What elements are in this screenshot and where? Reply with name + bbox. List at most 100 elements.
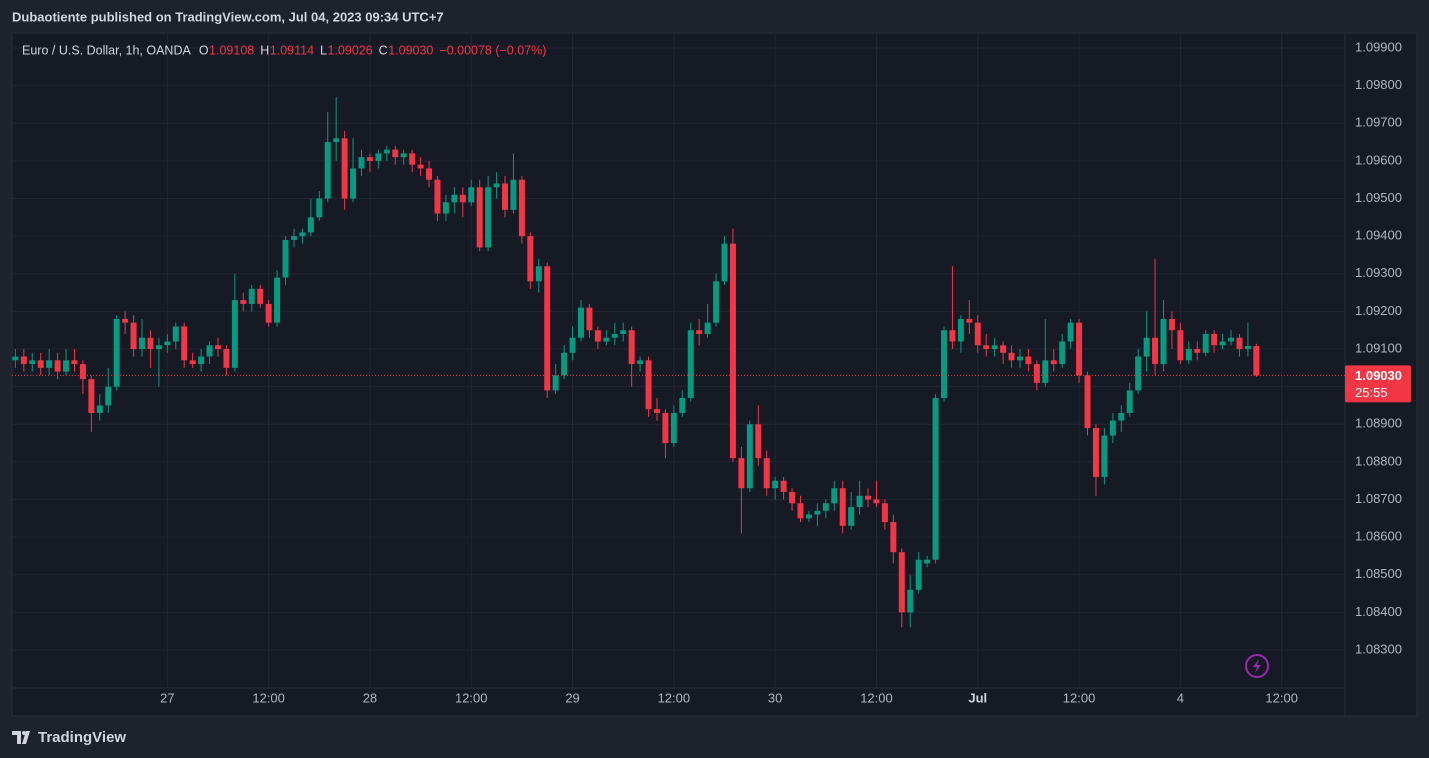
candle-body bbox=[848, 507, 855, 526]
candle-body bbox=[147, 337, 154, 350]
candle-body bbox=[307, 217, 314, 233]
candle-body bbox=[46, 360, 53, 368]
candle-body bbox=[290, 236, 297, 240]
candle-body bbox=[713, 281, 720, 323]
legend: Euro / U.S. Dollar, 1h, OANDA O 1.09108 H 1.… bbox=[22, 43, 546, 57]
candle-body bbox=[426, 168, 433, 180]
candle-body bbox=[907, 589, 914, 613]
y-tick-label: 1.09400 bbox=[1355, 228, 1402, 243]
candle-body bbox=[535, 266, 542, 282]
lightning-icon bbox=[1245, 654, 1269, 678]
candle-body bbox=[1109, 420, 1116, 436]
candle-body bbox=[54, 360, 61, 372]
candle-body bbox=[729, 243, 736, 459]
candle-body bbox=[493, 183, 500, 188]
candle-body bbox=[594, 330, 601, 342]
candle-body bbox=[611, 333, 618, 338]
candle-body bbox=[991, 345, 998, 350]
last-price: 1.09030 bbox=[1355, 368, 1402, 383]
candle-body bbox=[400, 153, 407, 158]
candle-body bbox=[1211, 333, 1218, 346]
candle-body bbox=[214, 345, 221, 350]
legend-low: 1.09026 bbox=[327, 43, 372, 57]
candle-body bbox=[1016, 356, 1023, 361]
x-tick-label: 30 bbox=[768, 690, 782, 705]
candle-body bbox=[392, 149, 399, 158]
candle-body bbox=[805, 514, 812, 519]
candle-body bbox=[696, 330, 703, 334]
candle-body bbox=[898, 552, 905, 613]
candle-body bbox=[831, 488, 838, 504]
candle-body bbox=[510, 179, 517, 210]
legend-high-label: H bbox=[260, 43, 269, 57]
candle-body bbox=[679, 397, 686, 413]
candle-body bbox=[451, 194, 458, 203]
candle-body bbox=[1236, 337, 1243, 350]
candle-body bbox=[772, 480, 779, 489]
candle-body bbox=[240, 300, 247, 304]
candle-body bbox=[113, 318, 120, 387]
candle-body bbox=[265, 303, 272, 323]
candle-body bbox=[941, 330, 948, 398]
candle-body bbox=[1177, 330, 1184, 361]
legend-open: 1.09108 bbox=[209, 43, 254, 57]
candle-body bbox=[586, 307, 593, 331]
candle-body bbox=[223, 349, 230, 368]
candle-body bbox=[763, 458, 770, 489]
candle-body bbox=[915, 559, 922, 590]
candle-body bbox=[1244, 346, 1251, 350]
header: Dubaotiente published on TradingView.com… bbox=[12, 9, 444, 24]
y-tick-label: 1.08400 bbox=[1355, 604, 1402, 619]
candle-body bbox=[122, 318, 129, 323]
candle-body bbox=[29, 360, 36, 365]
x-tick-label: 12:00 bbox=[860, 690, 893, 705]
y-tick-label: 1.08300 bbox=[1355, 641, 1402, 656]
candle-body bbox=[746, 424, 753, 489]
candle-body bbox=[1033, 364, 1040, 383]
y-tick-label: 1.09300 bbox=[1355, 265, 1402, 280]
candle-body bbox=[603, 337, 610, 342]
candle-body bbox=[856, 495, 863, 508]
y-tick-label: 1.09500 bbox=[1355, 190, 1402, 205]
candle-body bbox=[274, 277, 281, 323]
candle-body bbox=[577, 307, 584, 338]
legend-change: −0.00078 (−0.07%) bbox=[439, 43, 546, 57]
candle-body bbox=[789, 491, 796, 504]
candle-body bbox=[704, 322, 711, 334]
candle-body bbox=[1219, 341, 1226, 346]
candle-body bbox=[1076, 322, 1083, 376]
candle-body bbox=[637, 360, 644, 365]
candle-body bbox=[12, 356, 19, 361]
candle-body bbox=[755, 424, 762, 459]
x-tick-label: 28 bbox=[363, 690, 377, 705]
candle-body bbox=[1253, 346, 1260, 376]
candle-body bbox=[105, 386, 112, 406]
candle-body bbox=[620, 330, 627, 334]
candle-body bbox=[1152, 337, 1159, 365]
candle-body bbox=[189, 360, 196, 365]
y-tick-label: 1.09600 bbox=[1355, 152, 1402, 167]
candle-body bbox=[738, 458, 745, 489]
candle-body bbox=[881, 503, 888, 523]
x-tick-label: 12:00 bbox=[455, 690, 488, 705]
candle-body bbox=[1101, 435, 1108, 477]
legend-close-label: C bbox=[379, 43, 388, 57]
candle-body bbox=[974, 322, 981, 346]
candle-body bbox=[502, 183, 509, 210]
candle-body bbox=[442, 202, 449, 214]
candle-body bbox=[1084, 375, 1091, 429]
y-tick-label: 1.08700 bbox=[1355, 491, 1402, 506]
candle-body bbox=[662, 412, 669, 444]
candle-body bbox=[1160, 318, 1167, 365]
candle-body bbox=[873, 499, 880, 504]
legend-close: 1.09030 bbox=[388, 43, 433, 57]
candle-body bbox=[527, 236, 534, 282]
candle-body bbox=[721, 243, 728, 282]
candle-body bbox=[485, 187, 492, 248]
candle-body bbox=[552, 375, 559, 391]
candle-body bbox=[983, 345, 990, 350]
candle-body bbox=[890, 522, 897, 553]
y-tick-label: 1.08800 bbox=[1355, 453, 1402, 468]
candle-body bbox=[358, 157, 365, 169]
